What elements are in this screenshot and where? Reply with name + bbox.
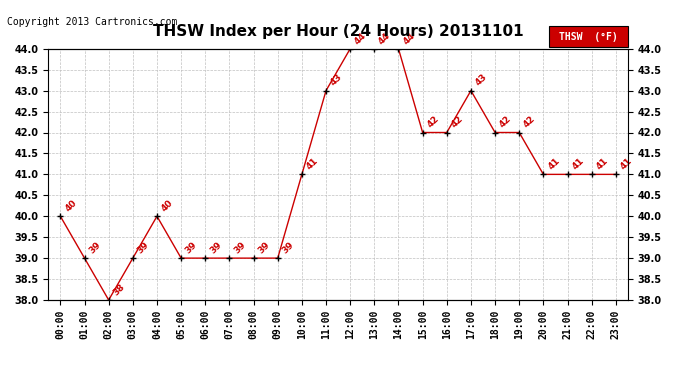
Text: 40: 40 bbox=[160, 198, 175, 213]
Text: 41: 41 bbox=[305, 156, 320, 172]
Text: 41: 41 bbox=[571, 156, 586, 172]
Text: 44: 44 bbox=[353, 31, 368, 46]
Text: 39: 39 bbox=[233, 240, 248, 255]
Text: 41: 41 bbox=[619, 156, 634, 172]
Text: 42: 42 bbox=[522, 114, 538, 130]
Text: 39: 39 bbox=[88, 240, 103, 255]
Text: THSW  (°F): THSW (°F) bbox=[559, 32, 618, 42]
Text: 39: 39 bbox=[208, 240, 224, 255]
Text: 39: 39 bbox=[257, 240, 272, 255]
Text: 44: 44 bbox=[377, 31, 393, 46]
Text: 39: 39 bbox=[136, 240, 151, 255]
Text: 44: 44 bbox=[402, 31, 417, 46]
Text: 39: 39 bbox=[281, 240, 296, 255]
Text: 40: 40 bbox=[63, 198, 79, 213]
Text: 43: 43 bbox=[329, 72, 344, 88]
Text: 41: 41 bbox=[595, 156, 610, 172]
Text: 38: 38 bbox=[112, 282, 127, 297]
Text: 43: 43 bbox=[474, 72, 489, 88]
Text: Copyright 2013 Cartronics.com: Copyright 2013 Cartronics.com bbox=[7, 17, 177, 27]
Text: 42: 42 bbox=[450, 114, 465, 130]
Text: 41: 41 bbox=[546, 156, 562, 172]
Text: 42: 42 bbox=[498, 114, 513, 130]
Text: 42: 42 bbox=[426, 114, 441, 130]
Text: 39: 39 bbox=[184, 240, 199, 255]
Text: THSW Index per Hour (24 Hours) 20131101: THSW Index per Hour (24 Hours) 20131101 bbox=[152, 24, 524, 39]
